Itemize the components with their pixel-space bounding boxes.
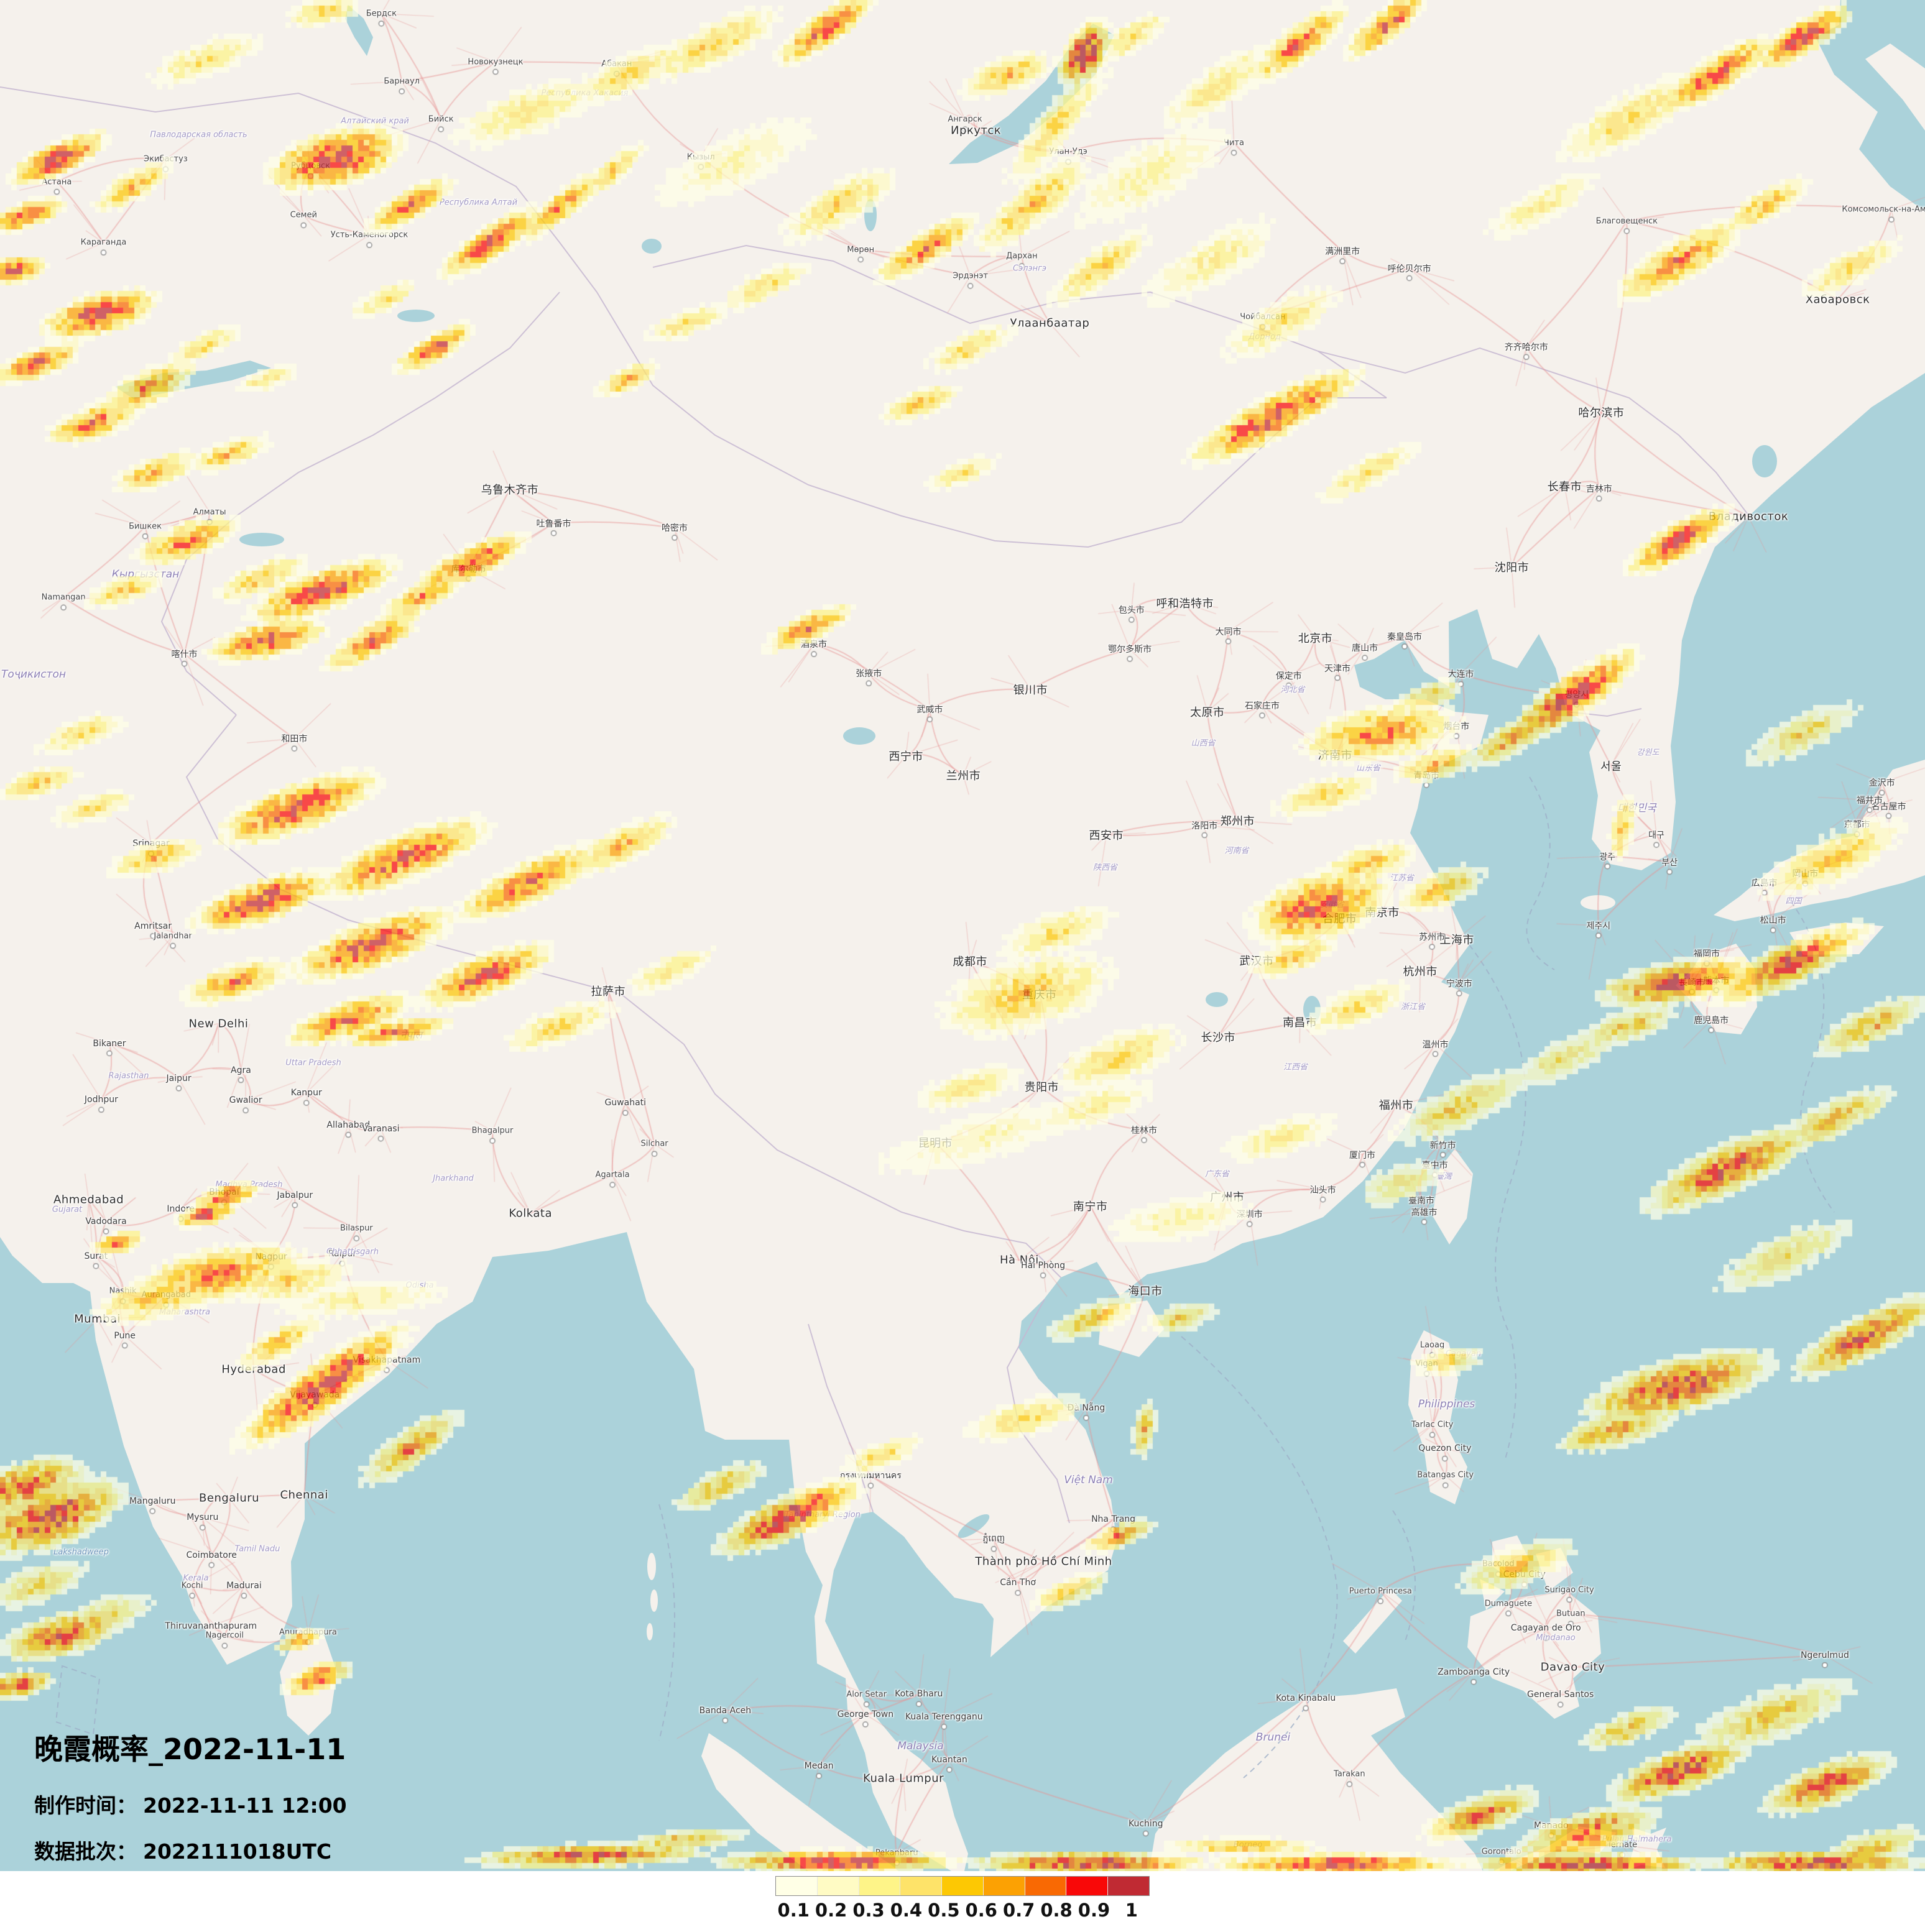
legend-tick: 0.8 [1040,1900,1073,1921]
legend-swatch [776,1877,817,1895]
batch-label: 数据批次： [34,1839,137,1864]
legend-tick: 0.4 [890,1900,923,1921]
batch-line: 数据批次： 2022111018UTC [34,1835,347,1865]
map-title: 晚霞概率_2022-11-11 [34,1732,346,1766]
production-time-value: 2022-11-11 12:00 [143,1793,347,1818]
production-time-label: 制作时间： [34,1793,137,1818]
heatmap-canvas [0,0,1925,1871]
legend-tick-row: 0.1 0.2 0.3 0.4 0.5 0.6 0.7 0.8 0.9 1 [775,1900,1150,1921]
legend-strip: 0.1 0.2 0.3 0.4 0.5 0.6 0.7 0.8 0.9 1 [0,1871,1925,1932]
legend-tick: 1 [1125,1900,1138,1921]
legend-swatch [816,1877,859,1895]
legend-tick: 0.3 [852,1900,885,1921]
legend-swatch [1107,1877,1150,1895]
legend-tick: 0.2 [815,1900,847,1921]
legend-swatch [900,1877,942,1895]
title-block: 晚霞概率_2022-11-11 制作时间： 2022-11-11 12:00 数据… [34,1727,347,1871]
legend-swatch [982,1877,1025,1895]
map-viewport: БердскНовокузнецкАбаканБарнаулБийскРубцо… [0,0,1925,1871]
legend-swatch [941,1877,983,1895]
production-time-line: 制作时间： 2022-11-11 12:00 [34,1789,347,1819]
legend-tick: 0.5 [928,1900,960,1921]
legend-swatch [1066,1877,1108,1895]
batch-value: 2022111018UTC [143,1839,332,1864]
legend-swatch [1024,1877,1066,1895]
legend-tick: 0.1 [777,1900,810,1921]
legend-color-bar [775,1876,1150,1896]
legend-tick: 0.6 [965,1900,997,1921]
legend-tick: 0.7 [1002,1900,1035,1921]
legend-swatch [858,1877,900,1895]
legend-tick: 0.9 [1078,1900,1110,1921]
